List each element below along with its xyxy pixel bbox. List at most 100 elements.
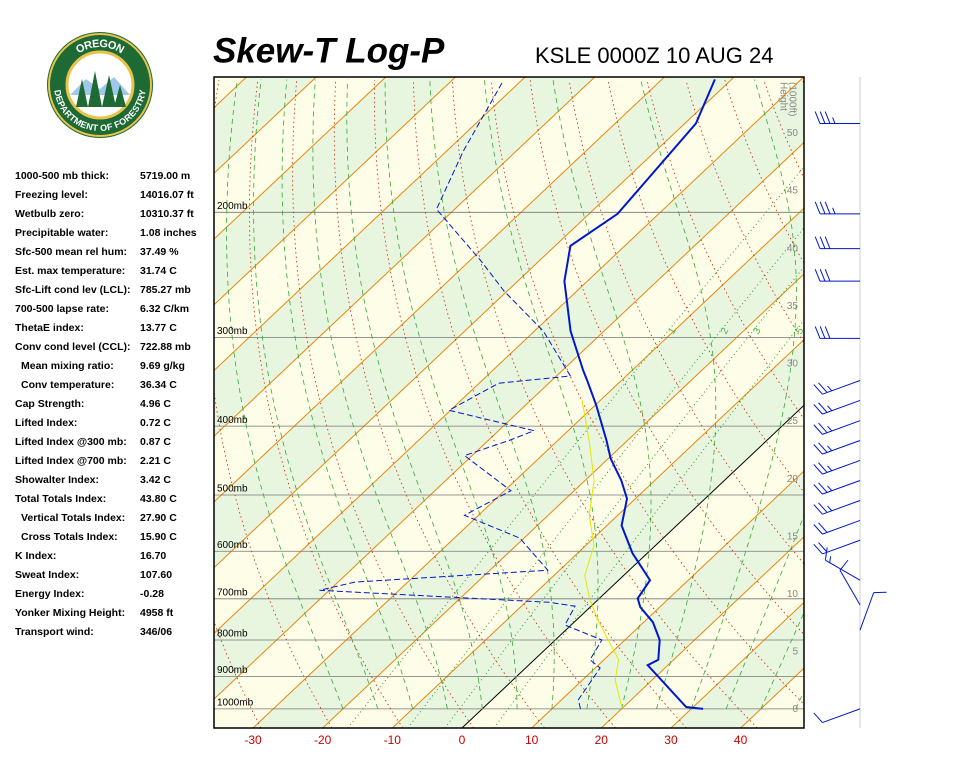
stat-value: 0.87 C	[140, 436, 171, 448]
stat-label: Lifted Index:	[15, 417, 77, 429]
mixing-ratio-label: 3	[751, 326, 764, 337]
dry-adiabat	[802, 79, 804, 85]
stat-label: Mean mixing ratio:	[21, 360, 114, 372]
grid-line	[531, 470, 804, 728]
sounding-line	[319, 81, 603, 710]
barb-tick	[813, 404, 823, 415]
wind-barb	[813, 380, 861, 395]
stat-label: 700-500 lapse rate:	[15, 303, 109, 315]
y-tick-label: 400mb	[217, 415, 248, 426]
plot-frame	[213, 76, 805, 729]
y2-tick-label: 5	[792, 647, 798, 658]
barb-tick	[819, 236, 826, 249]
barb-tick	[832, 117, 836, 124]
y-tick-label: 900mb	[217, 665, 248, 676]
moist-adiabat	[346, 79, 483, 709]
barb-tick	[829, 556, 832, 563]
grid-line	[391, 338, 804, 728]
moist-adiabat	[795, 690, 804, 710]
mixing-ratio-line	[407, 227, 804, 728]
barb-tick	[824, 111, 831, 124]
barb-tick	[813, 712, 823, 723]
wind-barb	[859, 591, 887, 631]
stat-label: Transport wind:	[15, 626, 94, 638]
barb-tick	[814, 326, 821, 339]
y-tick-label: 300mb	[217, 326, 248, 337]
logo-mountains	[70, 77, 130, 95]
stat-value: 37.49 %	[140, 246, 179, 258]
barb-shaft	[822, 708, 861, 724]
barb-tick	[814, 201, 821, 215]
wind-barb	[814, 268, 860, 282]
stat-label: Cross Totals Index:	[21, 531, 118, 543]
barb-shaft	[822, 519, 861, 535]
sounding-line	[563, 79, 716, 710]
axes: 1000mb 900mb 800mb 700mb 600mb 500mb 400mb 300m…	[217, 82, 798, 747]
mixing-ratio-label: 1	[666, 326, 679, 337]
barb-tick	[818, 522, 828, 533]
wind-barb	[813, 539, 861, 555]
logo-top-text: OREGON	[74, 38, 126, 56]
barb-shaft	[822, 380, 861, 395]
moist-adiabat	[552, 79, 652, 709]
barb-tick	[827, 465, 833, 472]
barb-tick	[827, 425, 833, 432]
stat-label: Showalter Index:	[15, 474, 99, 486]
stat-label: K Index:	[15, 550, 56, 562]
wind-barb	[813, 519, 861, 535]
stat-label: Est. max temperature:	[15, 265, 125, 277]
barb-tick	[813, 424, 823, 435]
barb-tick	[818, 482, 828, 493]
moist-adiabat	[384, 79, 518, 709]
y2-axis-label: (1000ft)	[786, 82, 797, 116]
logo-rim	[48, 33, 152, 137]
y2-tick-label: 30	[787, 359, 799, 370]
mixing-ratio-label: 2	[719, 326, 732, 337]
barb-tick	[819, 268, 826, 282]
y-tick-label: 200mb	[217, 201, 248, 212]
isotherm-band	[214, 77, 804, 700]
x-tick-label: 40	[734, 733, 748, 747]
grid-line	[461, 404, 804, 728]
y2-tick-label: 35	[787, 301, 799, 312]
stat-value: 9.69 g/kg	[140, 360, 185, 372]
y2-tick-label: 25	[787, 416, 799, 427]
dry-adiabat	[842, 80, 960, 728]
stat-label: Wetbulb zero:	[15, 208, 84, 220]
wind-barb	[814, 111, 860, 125]
isotherm	[214, 77, 526, 372]
wind-barb	[814, 236, 860, 250]
stat-label: Freezing level:	[15, 189, 88, 201]
isotherm	[214, 77, 735, 569]
stat-label: ThetaE index:	[15, 322, 84, 334]
wind-barb	[814, 201, 860, 215]
barb-tick	[827, 385, 833, 392]
grid-line	[322, 273, 804, 728]
y2-tick-label: 15	[787, 531, 799, 542]
stat-value: 4958 ft	[140, 607, 174, 619]
dry-adiabat	[452, 80, 758, 728]
isotherm	[214, 77, 456, 306]
barb-tick	[819, 201, 826, 215]
stat-label: Sweat Index:	[15, 569, 79, 581]
barb-tick	[818, 502, 828, 513]
x-tick-label: 10	[525, 733, 539, 747]
barb-shaft	[822, 420, 861, 435]
stat-label: Cap Strength:	[15, 398, 84, 410]
moist-adiabat	[312, 79, 448, 709]
grid-line	[600, 536, 804, 728]
y-tick-label: 700mb	[217, 587, 248, 598]
stat-label: Sfc-500 mean rel hum:	[15, 246, 127, 258]
moist-adiabat	[690, 79, 797, 710]
stat-value: 346/06	[140, 626, 172, 638]
barb-tick	[832, 207, 836, 215]
y2-tick-label: 10	[787, 589, 799, 600]
barb-tick	[827, 505, 833, 512]
stat-value: 2.21 C	[140, 455, 171, 467]
barb-shaft	[825, 559, 861, 581]
isotherm	[214, 77, 596, 437]
dry-adiabat	[374, 80, 616, 728]
moist-adiabat	[226, 79, 344, 710]
barb-shaft	[859, 592, 875, 631]
